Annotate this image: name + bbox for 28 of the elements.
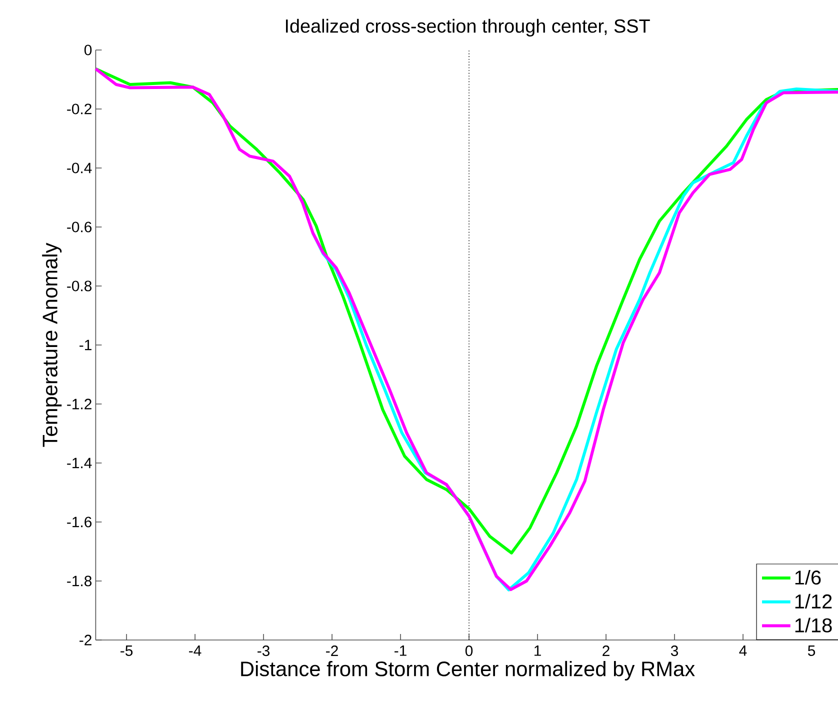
x-tick-label: 0 (465, 646, 473, 656)
y-tick-label: -1.4 (67, 458, 92, 468)
x-tick-label: -2 (326, 646, 338, 656)
x-tick-label: -1 (394, 646, 406, 656)
x-tick-label: 2 (602, 646, 610, 656)
y-tick-label: -1.2 (67, 398, 92, 410)
x-tick-label: -5 (120, 646, 133, 656)
y-tick-label: -0.8 (67, 280, 92, 292)
x-tick-label: 3 (670, 646, 678, 656)
chart-title: Idealized cross-section through center, SST (286, 18, 650, 36)
legend-label: 1/18 (795, 618, 832, 632)
y-tick-label: -0.6 (67, 222, 92, 232)
x-tick-label: 5 (808, 646, 816, 656)
y-tick-label: -1.8 (67, 576, 92, 586)
y-tick-label: -1.6 (67, 516, 92, 528)
legend-label: 1/12 (795, 594, 832, 609)
x-tick-label: 1 (534, 646, 541, 656)
x-tick-label: -4 (189, 646, 202, 656)
y-tick-label: -0.2 (67, 104, 92, 114)
legend-label: 1/6 (795, 570, 821, 585)
y-tick-label: -2 (80, 634, 92, 646)
y-axis-title: Temperature Anomaly (42, 242, 62, 447)
x-tick-label: 4 (739, 646, 747, 656)
x-tick-label: -3 (258, 646, 270, 656)
x-axis-title: Distance from Storm Center normalized by RMax (241, 660, 695, 680)
y-tick-label: 0 (84, 44, 92, 56)
y-tick-label: -1 (80, 340, 92, 350)
y-tick-label: -0.4 (67, 162, 92, 174)
